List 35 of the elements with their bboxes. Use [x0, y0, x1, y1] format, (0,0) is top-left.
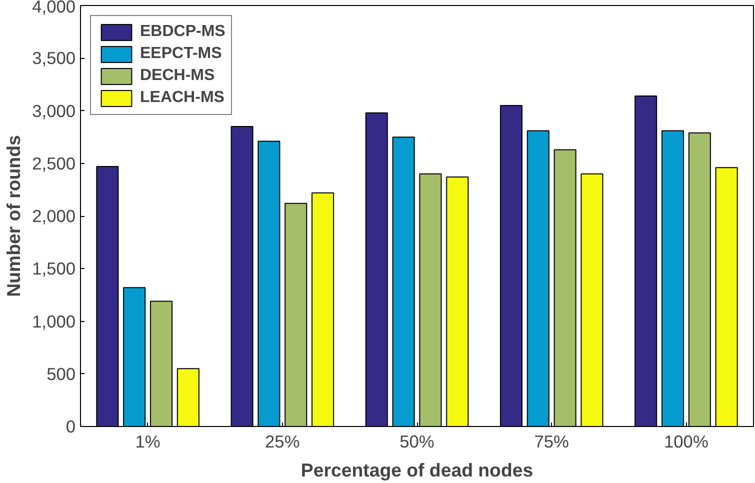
bar [554, 149, 576, 426]
legend-label: DECH-MS [140, 67, 215, 85]
bar [150, 300, 173, 426]
x-tick-label: 50% [400, 432, 434, 452]
y-tick-label: 1,000 [32, 311, 76, 332]
bar [96, 166, 119, 426]
y-tick-label: 3,000 [32, 100, 76, 121]
bar [580, 173, 604, 426]
bar [661, 130, 684, 426]
y-tick-label: 2,000 [32, 206, 76, 226]
bar [715, 167, 738, 426]
y-axis-title: Number of rounds [3, 135, 24, 297]
y-tick-label: 1,500 [32, 258, 76, 279]
x-tick-label: 75% [534, 432, 569, 452]
y-tick-label: 4,000 [32, 0, 76, 16]
bar [500, 104, 522, 426]
x-tick-label: 100% [664, 432, 708, 452]
bar [365, 112, 388, 426]
x-tick-label: 1% [135, 432, 160, 452]
bar [446, 176, 469, 426]
legend-label: EBDCP-MS [140, 23, 226, 41]
y-tick-label: 500 [46, 364, 76, 384]
y-tick-label: 2,500 [32, 153, 76, 174]
legend-label: LEACH-MS [140, 89, 224, 107]
bar [230, 126, 254, 426]
y-tick-label: 0 [66, 416, 76, 436]
bar [312, 192, 334, 426]
y-tick-label: 3,500 [32, 48, 76, 68]
bar [634, 96, 658, 426]
bar [258, 140, 280, 426]
legend-label: EEPCT-MS [140, 45, 222, 63]
x-tick-label: 25% [265, 432, 300, 452]
bar [176, 368, 200, 426]
x-axis-title: Percentage of dead nodes [300, 460, 534, 480]
bar [392, 136, 415, 426]
